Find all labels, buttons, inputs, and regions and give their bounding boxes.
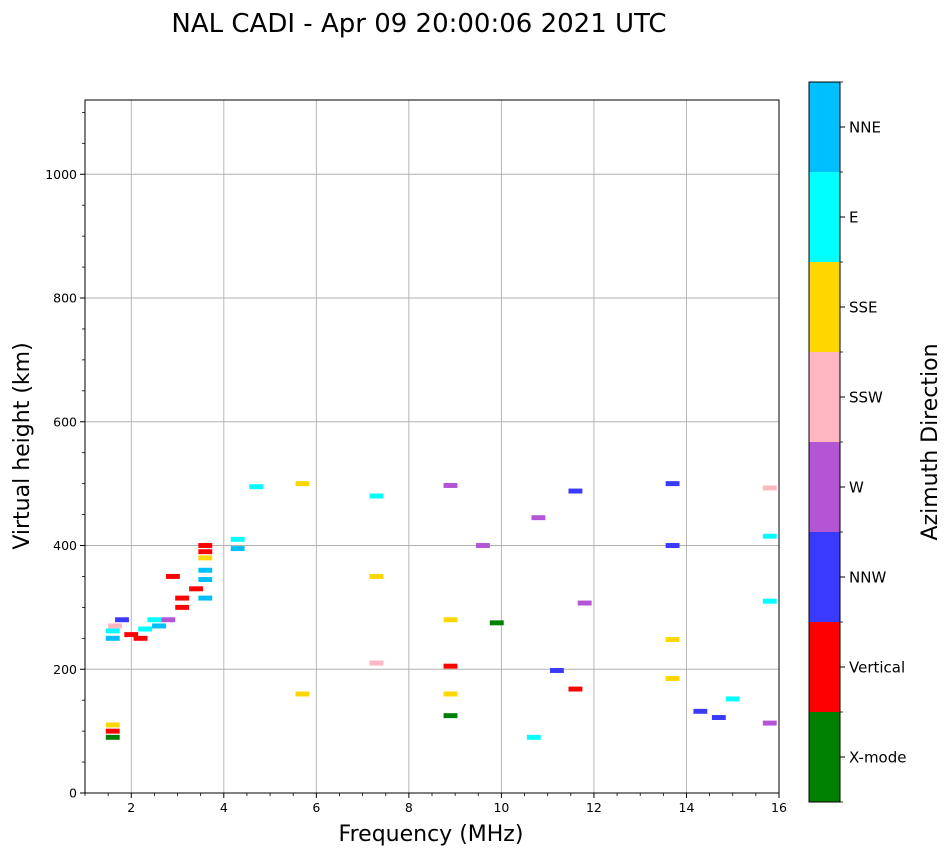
colorbar-label: NNE — [849, 119, 881, 137]
y-axis-label: Virtual height (km) — [10, 342, 35, 549]
colorbar-segment — [809, 622, 840, 712]
echo-point — [175, 604, 190, 610]
echo-point — [152, 623, 166, 629]
echo-point — [369, 660, 384, 666]
colorbar-segment — [809, 262, 840, 352]
echo-point — [693, 708, 708, 714]
colorbar: X-mode Vertical NNW W SSW SSE E NNE — [808, 81, 906, 803]
colorbar-label: Vertical — [849, 659, 905, 677]
x-tick-label: 8 — [405, 800, 413, 815]
echo-point — [665, 637, 680, 643]
echo-point — [489, 620, 504, 626]
echo-point — [165, 573, 180, 579]
echo-point — [443, 483, 458, 488]
echo-point — [175, 595, 190, 601]
colorbar-segment — [809, 532, 840, 622]
x-tick-label: 12 — [586, 800, 602, 815]
echo-point — [443, 617, 458, 623]
echo-point — [138, 626, 153, 632]
colorbar-frame — [808, 81, 841, 803]
echo-point — [762, 485, 777, 491]
echo-point — [115, 617, 129, 623]
axis-ticks: 2 4 6 8 10 12 14 16 0 200 400 600 800 1000 — [45, 111, 787, 815]
echo-point — [249, 484, 264, 490]
x-tick-label: 2 — [127, 800, 135, 815]
echo-point — [443, 713, 458, 719]
chart-title: NAL CADI - Apr 09 20:00:06 2021 UTC — [171, 9, 666, 39]
colorbar-label: SSW — [849, 389, 883, 407]
echo-point — [725, 696, 740, 702]
echo-traces — [105, 481, 777, 740]
colorbar-title: Azimuth Direction — [918, 343, 943, 540]
colorbar-label: X-mode — [849, 749, 906, 767]
echo-point — [105, 635, 120, 641]
echo-point — [665, 676, 680, 682]
colorbar-segment — [809, 712, 840, 802]
x-tick-label: 6 — [312, 800, 320, 815]
echo-point — [526, 734, 541, 740]
echo-point — [105, 628, 120, 634]
echo-point — [105, 722, 120, 728]
x-tick-label: 4 — [220, 800, 228, 815]
y-tick-label: 600 — [53, 414, 77, 429]
echo-point — [147, 617, 162, 623]
echo-point — [105, 734, 120, 740]
colorbar-label: NNW — [849, 569, 886, 587]
colorbar-segment — [809, 82, 840, 172]
x-tick-label: 16 — [771, 800, 787, 815]
echo-point — [295, 691, 310, 697]
echo-point — [531, 515, 546, 521]
echo-point — [198, 595, 213, 601]
echo-point — [762, 598, 777, 604]
colorbar-segment — [809, 352, 840, 442]
echo-point — [105, 728, 120, 734]
colorbar-label: W — [849, 479, 864, 497]
colorbar-segment — [809, 172, 840, 262]
echo-point — [549, 668, 564, 673]
echo-point — [295, 481, 310, 487]
x-tick-label: 14 — [679, 800, 695, 815]
echo-point — [198, 555, 213, 561]
y-tick-label: 1000 — [45, 167, 77, 182]
colorbar-segment — [809, 442, 840, 532]
echo-point — [198, 549, 213, 555]
echo-point — [711, 715, 726, 720]
y-tick-label: 800 — [53, 291, 77, 306]
echo-point — [133, 635, 148, 641]
echo-point — [198, 577, 213, 583]
echo-point — [762, 720, 777, 726]
echo-point — [369, 573, 384, 579]
x-axis-label: Frequency (MHz) — [339, 822, 524, 847]
colorbar-label: SSE — [849, 299, 878, 317]
y-tick-label: 400 — [53, 538, 77, 553]
echo-point — [568, 488, 583, 494]
echo-point — [161, 617, 176, 623]
echo-point — [124, 632, 139, 638]
echo-point — [198, 567, 213, 573]
echo-point — [577, 600, 592, 606]
echo-point — [369, 493, 384, 499]
echo-point — [108, 623, 123, 629]
x-tick-label: 10 — [493, 800, 509, 815]
plot-frame — [84, 99, 780, 794]
echo-point — [443, 691, 458, 697]
echo-point — [230, 536, 245, 542]
echo-point — [198, 543, 213, 548]
echo-point — [665, 481, 680, 487]
echo-point — [665, 543, 680, 548]
colorbar-label: E — [849, 209, 858, 227]
echo-point — [762, 533, 777, 539]
plot-area — [85, 100, 779, 793]
echo-point — [568, 686, 583, 692]
echo-point — [443, 663, 458, 669]
echo-point — [189, 586, 203, 592]
echo-point — [230, 546, 245, 552]
y-tick-label: 0 — [69, 786, 77, 801]
y-tick-label: 200 — [53, 662, 77, 677]
echo-point — [475, 543, 490, 548]
